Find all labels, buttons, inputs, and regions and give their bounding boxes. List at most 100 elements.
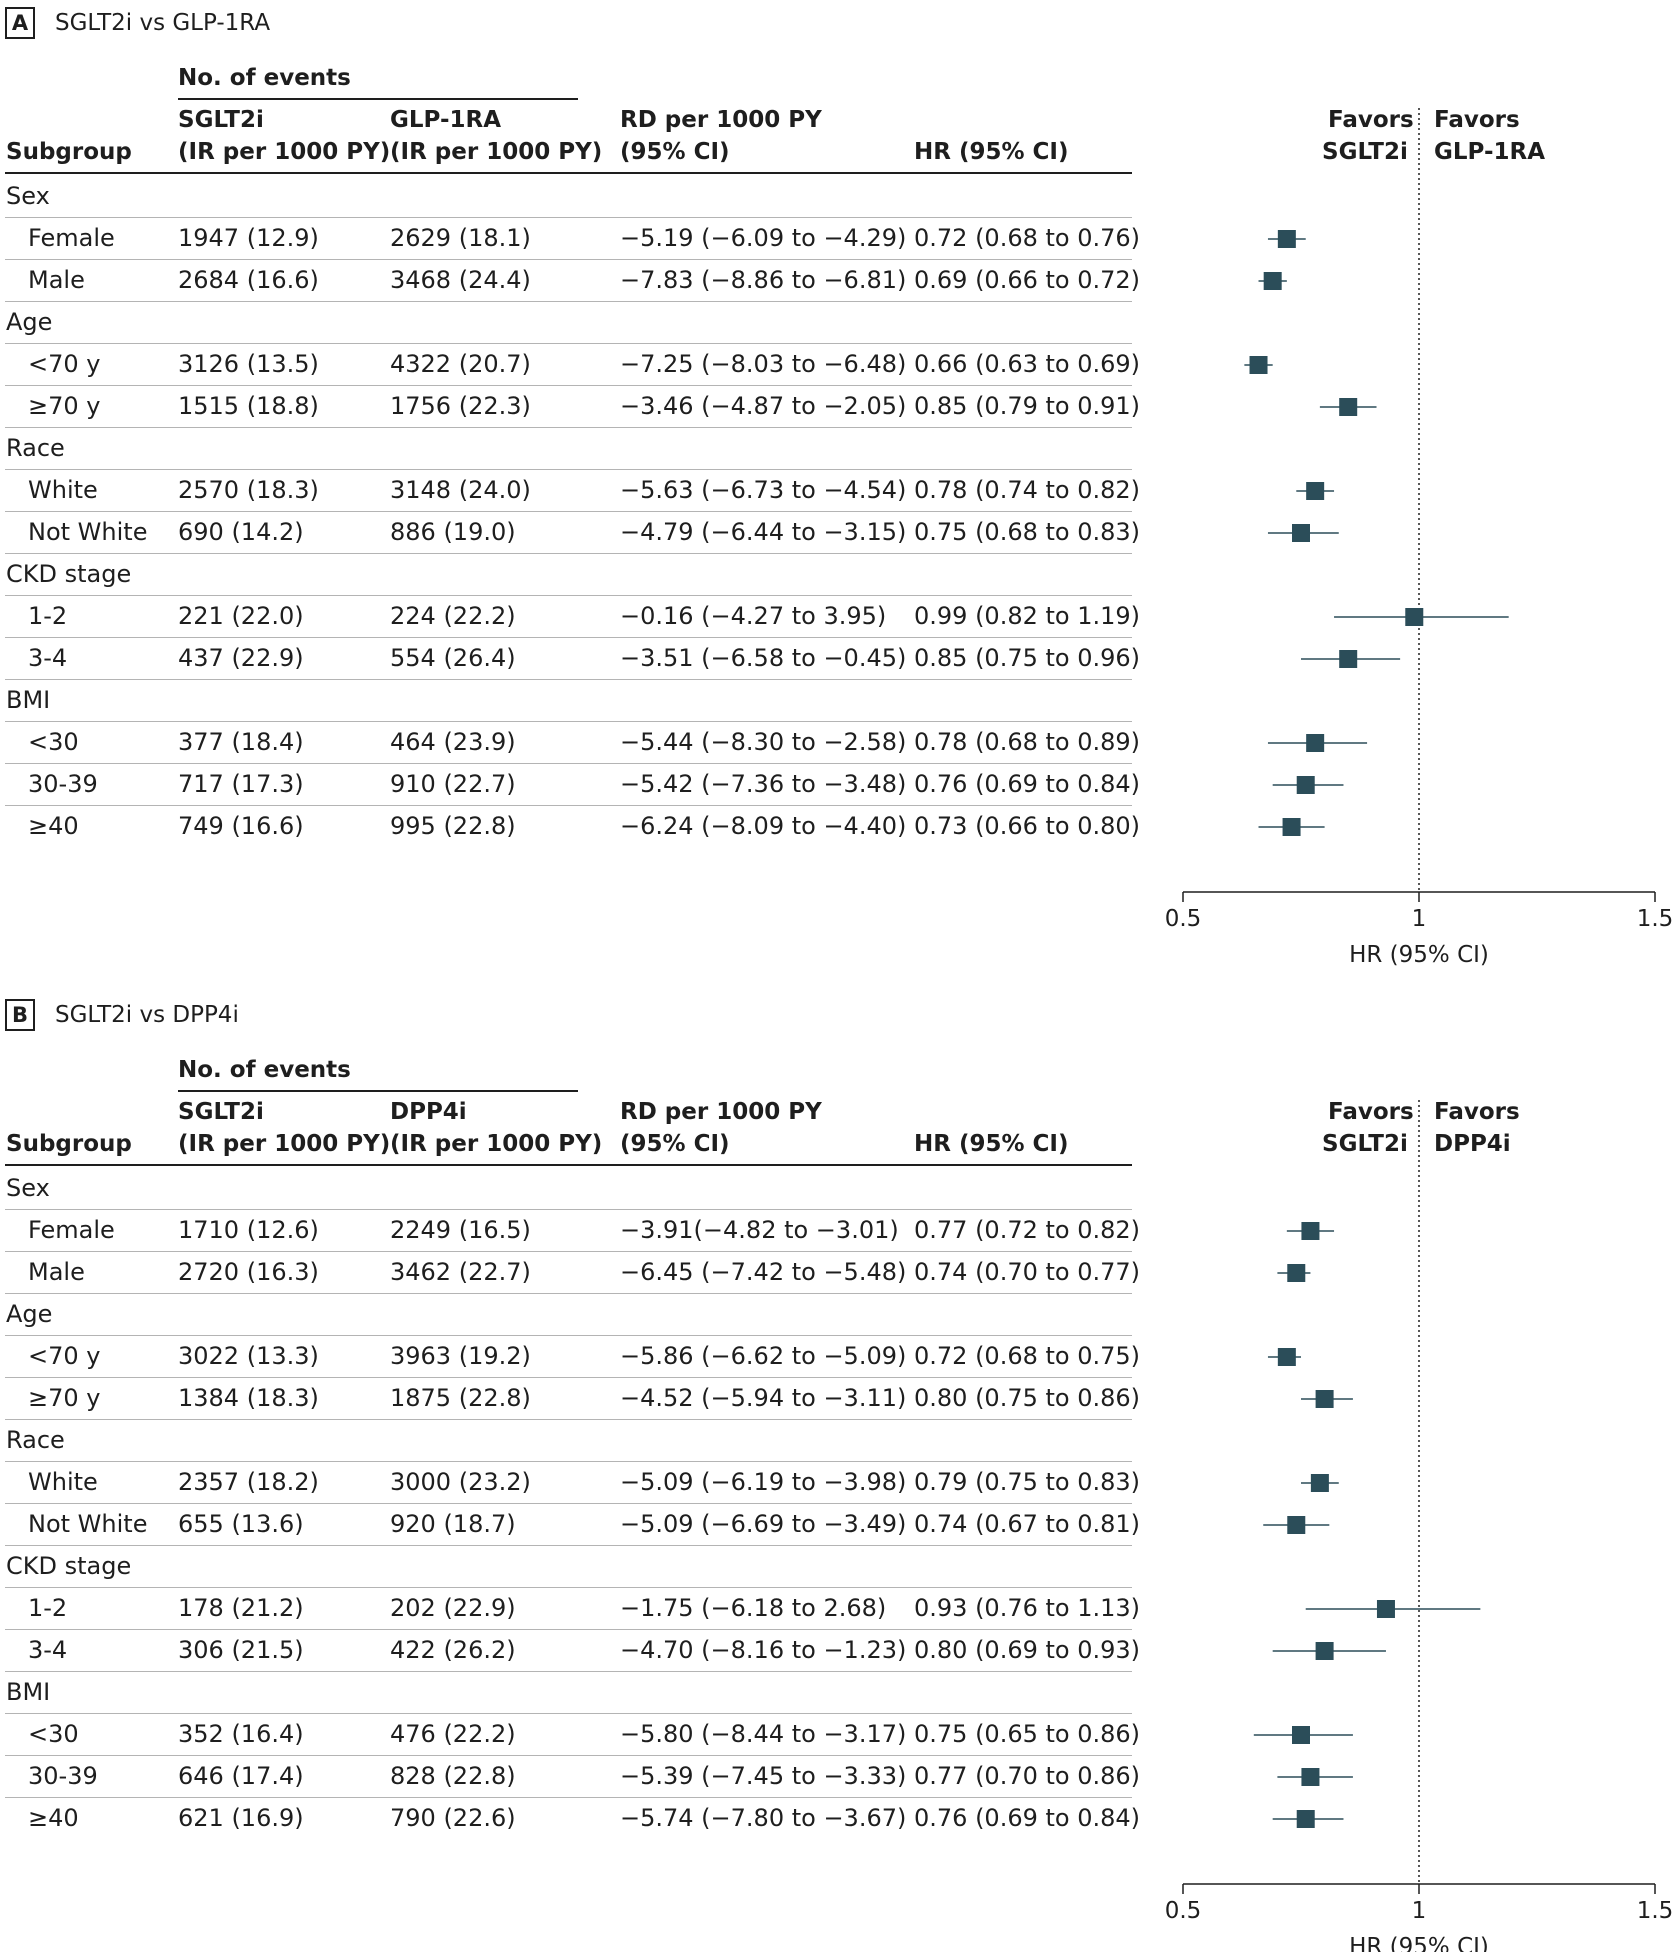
hr-marker [1263,272,1282,290]
row-divider [5,343,1132,344]
header-sglt2i-ir: (IR per 1000 PY) [178,1131,391,1157]
hr-marker [1296,776,1315,794]
header-rd: RD per 1000 PY [620,107,822,133]
panel-a: A SGLT2i vs GLP-1RA No. of events SGLT2i (IR… [0,0,1674,968]
subgroup-label: <70 y [28,350,101,378]
hr-value: 0.85 (0.79 to 0.91) [914,392,1141,420]
group-label: Sex [6,1174,50,1202]
hr-marker [1339,650,1358,668]
row-divider [5,1755,1132,1756]
sglt2i-events: 437 (22.9) [178,644,304,672]
comparator-events: 790 (22.6) [390,1804,516,1832]
rd-value: −5.39 (−7.45 to −3.33) [620,1762,907,1790]
table-row: ≥40 621 (16.9) 790 (22.6) −5.74 (−7.80 to −… [0,1798,1140,1840]
header-events-rule [178,1090,578,1092]
hr-value: 0.80 (0.69 to 0.93) [914,1636,1141,1664]
comparator-events: 422 (26.2) [390,1636,516,1664]
row-divider [5,1293,1132,1294]
table-row: ≥70 y 1515 (18.8) 1756 (22.3) −3.46 (−4.87 … [0,386,1140,428]
hr-marker [1277,230,1296,248]
results-table: No. of events SGLT2i (IR per 1000 PY) GLP-1… [0,0,1140,900]
hr-value: 0.72 (0.68 to 0.76) [914,224,1141,252]
row-divider [5,1251,1132,1252]
hr-value: 0.79 (0.75 to 0.83) [914,1468,1141,1496]
group-label: CKD stage [6,1552,132,1580]
rd-value: −5.86 (−6.62 to −5.09) [620,1342,907,1370]
sglt2i-events: 646 (17.4) [178,1762,304,1790]
hr-marker [1287,1516,1306,1534]
header-sglt2i: SGLT2i [178,1099,264,1125]
sglt2i-events: 717 (17.3) [178,770,304,798]
header-comparator-ir: (IR per 1000 PY) [390,1131,603,1157]
hr-marker [1277,1348,1296,1366]
rd-value: −5.42 (−7.36 to −3.48) [620,770,907,798]
forest-plot: 0.5 1 1.5HR (95% CI) [1165,108,1673,968]
header-no-events: No. of events [178,65,351,91]
table-row: Male 2720 (16.3) 3462 (22.7) −6.45 (−7.42 t… [0,1252,1140,1294]
rd-value: −7.83 (−8.86 to −6.81) [620,266,907,294]
row-divider [5,1545,1132,1546]
hr-marker [1315,1642,1334,1660]
header-rule [5,1164,1132,1166]
x-axis-label: HR (95% CI) [1349,942,1489,968]
rd-value: −3.51 (−6.58 to −0.45) [620,644,907,672]
header-events-rule [178,98,578,100]
subgroup-label: 1-2 [28,1594,68,1622]
table-row: 1-2 178 (21.2) 202 (22.9) −1.75 (−6.18 to 2… [0,1588,1140,1630]
rd-value: −6.24 (−8.09 to −4.40) [620,812,907,840]
header-rd-ci: (95% CI) [620,1131,730,1157]
rd-value: −5.44 (−8.30 to −2.58) [620,728,907,756]
sglt2i-events: 377 (18.4) [178,728,304,756]
comparator-events: 3462 (22.7) [390,1258,531,1286]
subgroup-label: Male [28,1258,85,1286]
hr-value: 0.72 (0.68 to 0.75) [914,1342,1141,1370]
row-divider [5,763,1132,764]
favors-right-group: GLP-1RA [1434,139,1546,165]
hr-value: 0.93 (0.76 to 1.13) [914,1594,1141,1622]
hr-marker [1310,1474,1329,1492]
sglt2i-events: 690 (14.2) [178,518,304,546]
hr-marker [1306,482,1325,500]
forest-plot: 0.5 1 1.5HR (95% CI) [1165,1100,1674,1952]
hr-marker [1339,398,1358,416]
row-divider [5,1503,1132,1504]
header-comparator-ir: (IR per 1000 PY) [390,139,603,165]
rd-value: −7.25 (−8.03 to −6.48) [620,350,907,378]
rd-value: −0.16 (−4.27 to 3.95) [620,602,887,630]
row-divider [5,553,1132,554]
row-divider [5,469,1132,470]
hr-value: 0.73 (0.66 to 0.80) [914,812,1141,840]
group-label: Sex [6,182,50,210]
rd-value: −5.74 (−7.80 to −3.67) [620,1804,907,1832]
row-divider [5,1797,1132,1798]
comparator-events: 3000 (23.2) [390,1468,531,1496]
results-table: No. of events SGLT2i (IR per 1000 PY) DPP4i… [0,992,1140,1892]
row-divider [5,1335,1132,1336]
rd-value: −4.79 (−6.44 to −3.15) [620,518,907,546]
subgroup-label: ≥40 [28,812,79,840]
header-subgroup: Subgroup [6,139,132,165]
comparator-events: 3963 (19.2) [390,1342,531,1370]
x-tick-label: 1.5 [1637,1898,1674,1924]
subgroup-label: <30 [28,728,79,756]
hr-marker [1315,1390,1334,1408]
sglt2i-events: 1384 (18.3) [178,1384,319,1412]
hr-marker [1282,818,1301,836]
hr-value: 0.69 (0.66 to 0.72) [914,266,1141,294]
group-label: Age [6,308,53,336]
subgroup-label: 1-2 [28,602,68,630]
hr-value: 0.78 (0.74 to 0.82) [914,476,1141,504]
sglt2i-events: 221 (22.0) [178,602,304,630]
hr-marker [1405,608,1424,626]
comparator-events: 1756 (22.3) [390,392,531,420]
sglt2i-events: 2570 (18.3) [178,476,319,504]
rd-value: −6.45 (−7.42 to −5.48) [620,1258,907,1286]
hr-value: 0.80 (0.75 to 0.86) [914,1384,1141,1412]
rd-value: −5.19 (−6.09 to −4.29) [620,224,907,252]
table-row: White 2570 (18.3) 3148 (24.0) −5.63 (−6.73 … [0,470,1140,512]
header-rd: RD per 1000 PY [620,1099,822,1125]
header-comparator: DPP4i [390,1099,467,1125]
row-divider [5,1461,1132,1462]
subgroup-label: Not White [28,518,148,546]
comparator-events: 995 (22.8) [390,812,516,840]
